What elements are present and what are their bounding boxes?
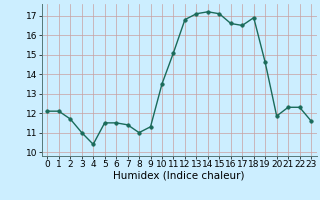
X-axis label: Humidex (Indice chaleur): Humidex (Indice chaleur): [114, 171, 245, 181]
